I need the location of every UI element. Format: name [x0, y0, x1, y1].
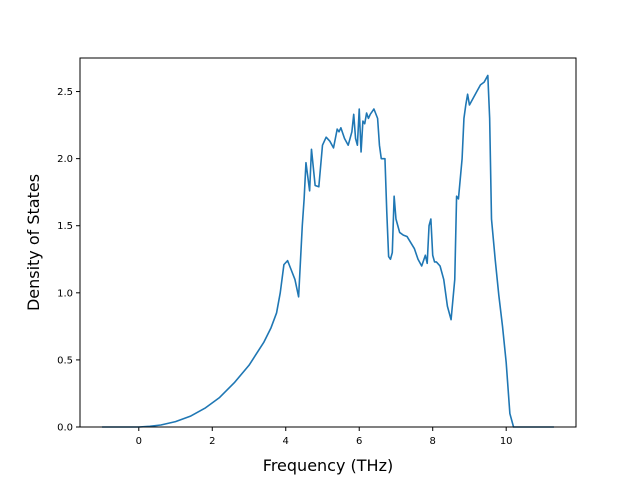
y-tick-label: 0.0	[57, 423, 73, 434]
y-axis-label: Density of States	[24, 174, 43, 311]
y-tick-label: 0.5	[57, 355, 73, 366]
x-axis-label: Frequency (THz)	[263, 456, 393, 475]
y-tick-label: 1.0	[57, 288, 73, 299]
x-tick-label: 8	[430, 436, 436, 447]
x-tick-label: 0	[136, 436, 142, 447]
ticks: 0 2 4 6 8 10 0.0 0.5 1.0 1.5 2.0 2.5	[57, 87, 512, 447]
y-tick-label: 1.5	[57, 221, 73, 232]
x-tick-label: 4	[283, 436, 289, 447]
plot-area	[80, 58, 576, 427]
plot-frame	[79, 57, 577, 428]
x-tick-label: 10	[500, 436, 513, 447]
dos-line	[102, 74, 554, 428]
x-tick-label: 2	[209, 436, 215, 447]
y-tick-label: 2.0	[57, 154, 73, 165]
series	[102, 74, 554, 428]
x-tick-label: 6	[356, 436, 362, 447]
y-tick-label: 2.5	[57, 87, 73, 98]
